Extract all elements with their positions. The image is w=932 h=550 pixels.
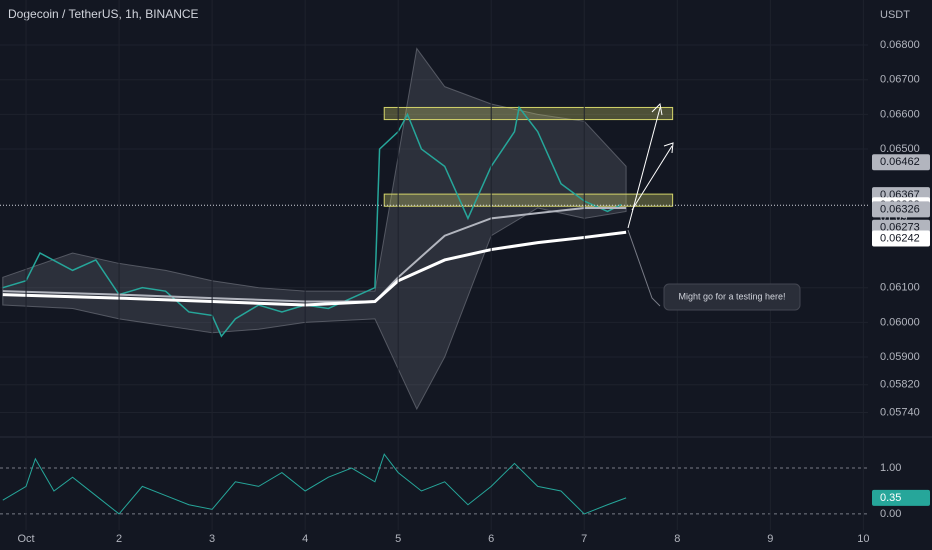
series-line bbox=[2, 453, 627, 515]
annotation-pointer bbox=[627, 229, 661, 307]
projection-arrows bbox=[627, 102, 674, 229]
bollinger-band bbox=[2, 47, 627, 411]
y-tick-label: 0.05820 bbox=[880, 379, 920, 391]
price-tag bbox=[872, 201, 930, 218]
price-tag bbox=[872, 489, 930, 506]
zone bbox=[383, 106, 674, 121]
annotation: Might go for a testing here! bbox=[678, 291, 785, 301]
x-tick-label: 8 bbox=[674, 533, 680, 545]
x-tick-label: 3 bbox=[209, 533, 215, 545]
price-tag-label: 0.06242 bbox=[880, 232, 920, 244]
annotation-box bbox=[663, 283, 801, 311]
x-tick-label: 2 bbox=[116, 533, 122, 545]
x-tick-label: 9 bbox=[767, 533, 773, 545]
x-tick-label: 7 bbox=[581, 533, 587, 545]
price-tag-label: 0.35 bbox=[880, 492, 901, 504]
y-tick-label: 0.00 bbox=[880, 508, 901, 520]
y-tick-label: 0.06600 bbox=[880, 108, 920, 120]
y-tick-label: 0.05900 bbox=[880, 351, 920, 363]
price-tag-label: 0.06326 bbox=[880, 203, 920, 215]
y-tick-label: 0.06800 bbox=[880, 39, 920, 51]
x-tick-label: 4 bbox=[302, 533, 308, 545]
y-tick-label: 0.06500 bbox=[880, 143, 920, 155]
y-axis-label: USDT bbox=[880, 9, 910, 21]
zone bbox=[383, 193, 674, 207]
y-tick-label: 0.05740 bbox=[880, 406, 920, 418]
x-tick-label: Oct bbox=[17, 533, 34, 545]
y-tick-label: 0.06700 bbox=[880, 74, 920, 86]
y-tick-label: 0.06000 bbox=[880, 316, 920, 328]
chart-title: Dogecoin / TetherUS, 1h, BINANCE bbox=[8, 7, 199, 21]
x-tick-label: 6 bbox=[488, 533, 494, 545]
y-tick-label: 0.06100 bbox=[880, 282, 920, 294]
price-tag bbox=[872, 230, 930, 247]
y-tick-label: 1.00 bbox=[880, 462, 901, 474]
price-tag-label: 0.06462 bbox=[880, 156, 920, 168]
x-tick-label: 5 bbox=[395, 533, 401, 545]
price-tag bbox=[872, 154, 930, 171]
x-tick-label: 10 bbox=[857, 533, 869, 545]
